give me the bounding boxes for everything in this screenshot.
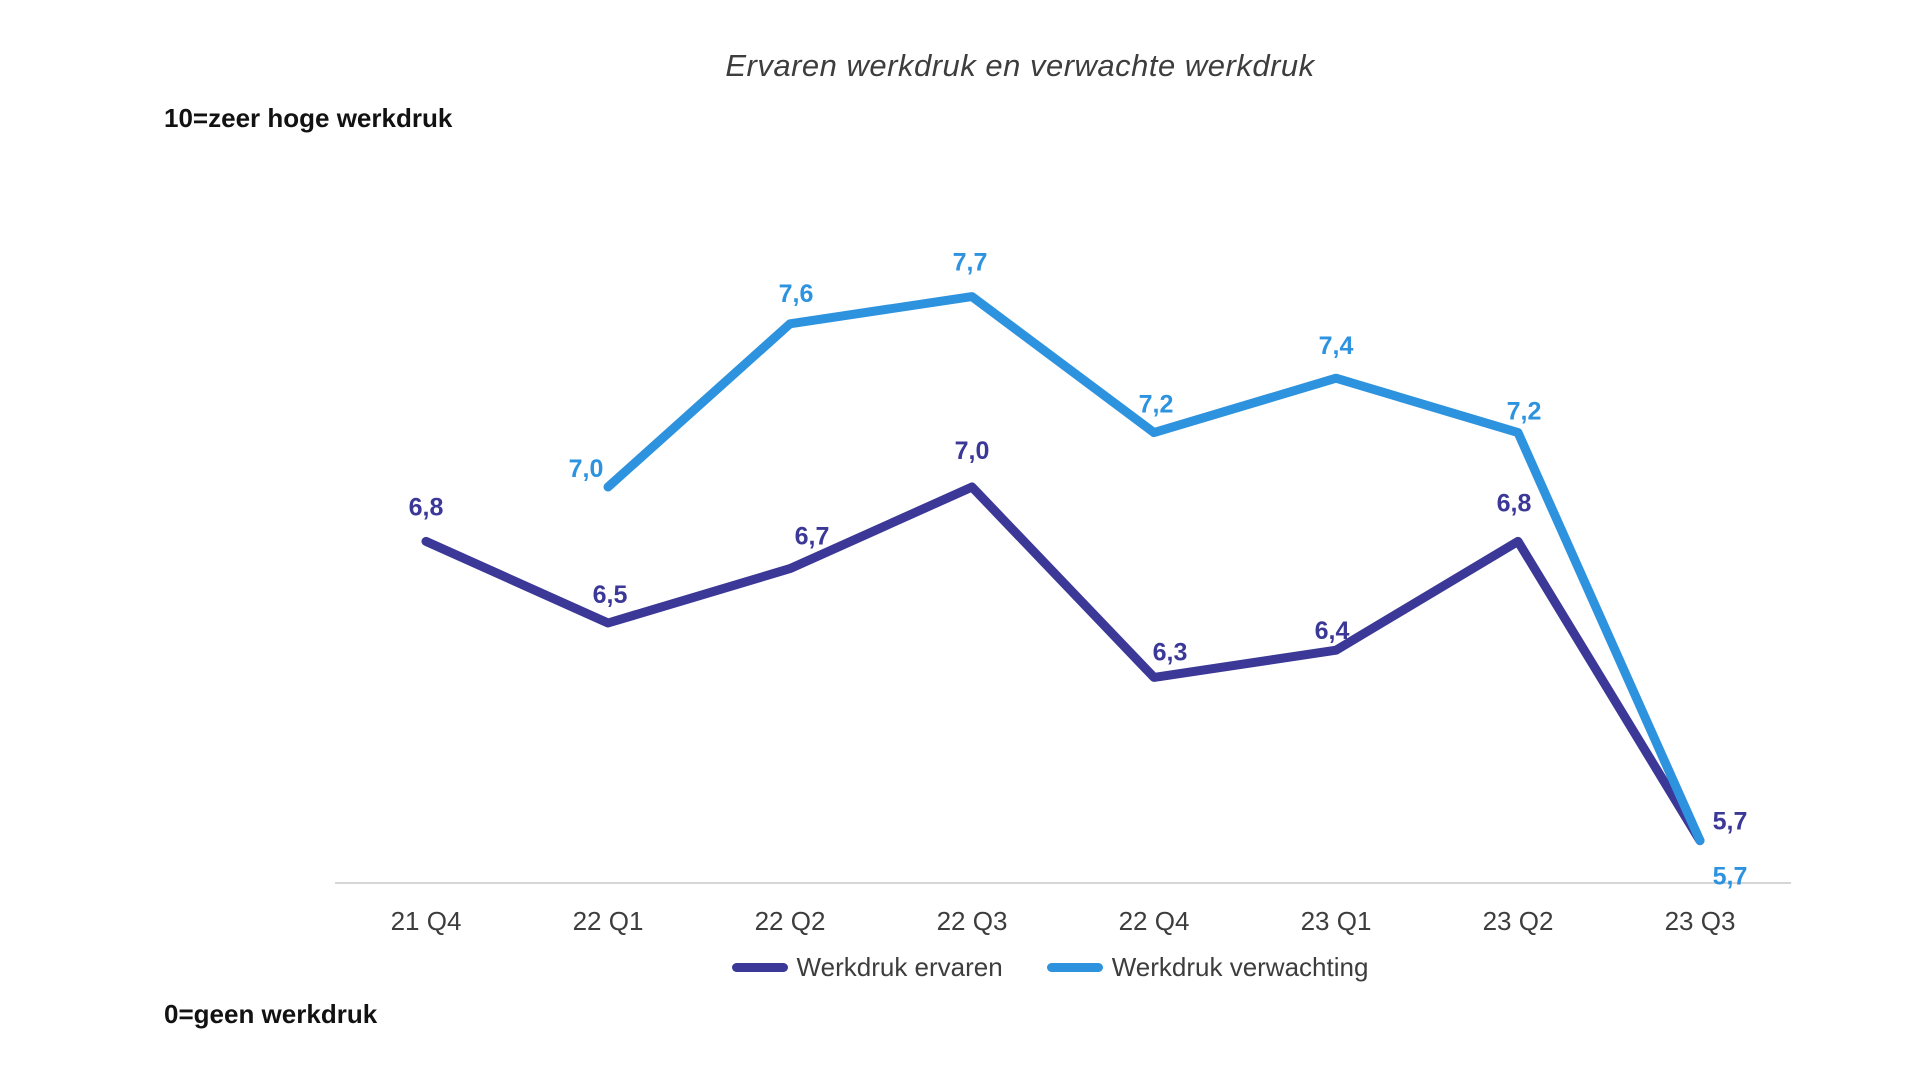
legend-marker-ervaren-icon: [731, 963, 788, 972]
data-label: 7,4: [1319, 332, 1354, 360]
series-line-verwachting: [603, 292, 1705, 846]
chart-title: Ervaren werkdruk en verwachte werkdruk: [725, 48, 1315, 83]
data-label: 6,4: [1315, 617, 1350, 645]
x-axis-tick-label: 22 Q3: [937, 906, 1008, 936]
x-axis-tick-label: 21 Q4: [391, 906, 462, 936]
x-axis-tick-label: 23 Q1: [1301, 906, 1372, 936]
legend-item-werkdruk-verwachting[interactable]: Werkdruk verwachting: [1046, 952, 1369, 983]
data-label: 5,7: [1713, 808, 1748, 836]
legend-item-werkdruk-ervaren[interactable]: Werkdruk ervaren: [731, 952, 1003, 983]
data-label: 7,6: [779, 280, 814, 308]
x-axis-tick-label: 22 Q2: [755, 906, 826, 936]
x-axis-tick-label: 22 Q1: [573, 906, 644, 936]
legend-label-ervaren: Werkdruk ervaren: [796, 952, 1003, 982]
data-label: 7,2: [1507, 398, 1542, 426]
x-axis-tick-label: 23 Q2: [1483, 906, 1554, 936]
data-label: 6,7: [795, 523, 830, 551]
legend: Werkdruk ervaren Werkdruk verwachting: [720, 952, 1380, 983]
x-axis-tick-label: 23 Q3: [1665, 906, 1736, 936]
data-label: 7,0: [955, 437, 990, 465]
legend-marker-verwachting-icon: [1046, 963, 1103, 972]
x-axis-tick-label: 22 Q4: [1119, 906, 1190, 936]
data-label: 7,7: [953, 249, 988, 277]
legend-label-verwachting: Werkdruk verwachting: [1111, 952, 1369, 982]
y-axis-bottom-label: 0=geen werkdruk: [164, 999, 378, 1029]
data-label: 6,8: [1497, 489, 1532, 517]
data-label: 5,7: [1713, 863, 1748, 891]
data-label: 7,2: [1139, 391, 1174, 419]
series-line-ervaren: [421, 482, 1705, 846]
data-label: 6,8: [409, 493, 444, 521]
data-label: 6,5: [593, 581, 628, 609]
data-label: 6,3: [1153, 638, 1188, 666]
y-axis-top-label: 10=zeer hoge werkdruk: [164, 103, 453, 133]
data-label: 7,0: [569, 455, 604, 483]
